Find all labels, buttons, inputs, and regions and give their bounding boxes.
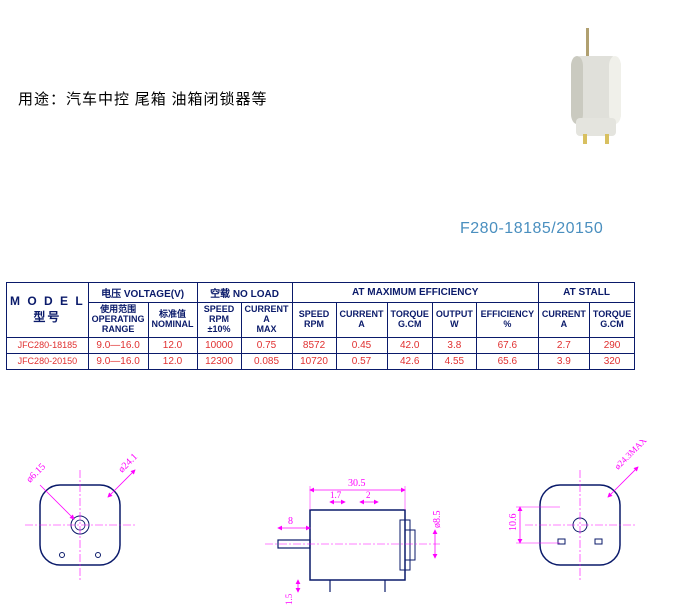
table-row: JFC280-18185 9.0—16.0 12.0 10000 0.75 85… — [7, 337, 635, 353]
col-me-output: OUTPUTW — [432, 303, 476, 338]
cell: 3.8 — [432, 337, 476, 353]
col-voltage-group: 电压 VOLTAGE(V) — [88, 283, 197, 303]
svg-text:1.7: 1.7 — [330, 490, 342, 500]
col-maxeff-group: AT MAXIMUM EFFICIENCY — [292, 283, 538, 303]
cell: 12.0 — [148, 337, 197, 353]
svg-text:8: 8 — [288, 516, 293, 527]
svg-text:2: 2 — [366, 490, 371, 500]
svg-text:30.5: 30.5 — [348, 478, 366, 489]
col-model: M O D E L型号 — [7, 283, 89, 338]
svg-text:ø6.15: ø6.15 — [24, 461, 48, 485]
col-me-eff: EFFICIENCY% — [476, 303, 538, 338]
cell: 0.75 — [241, 337, 292, 353]
cell: 42.0 — [387, 337, 432, 353]
cell: 42.6 — [387, 353, 432, 369]
cell: 67.6 — [476, 337, 538, 353]
cell: 9.0—16.0 — [88, 353, 148, 369]
motor-product-photo — [553, 28, 638, 153]
table-row: JFC280-20150 9.0—16.0 12.0 12300 0.085 1… — [7, 353, 635, 369]
col-me-speed: SPEEDRPM — [292, 303, 336, 338]
col-st-torque: TORQUEG.CM — [589, 303, 634, 338]
cell: 320 — [589, 353, 634, 369]
col-me-torque: TORQUEG.CM — [387, 303, 432, 338]
usage-description: 用途：汽车中控 尾箱 油箱闭锁器等 — [18, 88, 268, 109]
cell: 0.57 — [336, 353, 387, 369]
spec-table: M O D E L型号 电压 VOLTAGE(V) 空载 NO LOAD AT … — [6, 282, 635, 370]
engineering-diagrams: ø24.1 ø6.15 30.5 1.7 — [10, 440, 683, 610]
col-stall-group: AT STALL — [538, 283, 634, 303]
cell-model: JFC280-20150 — [7, 353, 89, 369]
cell: 9.0—16.0 — [88, 337, 148, 353]
col-nl-speed: SPEEDRPM±10% — [197, 303, 241, 338]
cell: 10000 — [197, 337, 241, 353]
svg-text:ø8.5: ø8.5 — [432, 511, 443, 529]
col-st-current: CURRENTA — [538, 303, 589, 338]
cell-model: JFC280-18185 — [7, 337, 89, 353]
cell: 12.0 — [148, 353, 197, 369]
svg-text:ø24.3MAX: ø24.3MAX — [612, 440, 649, 471]
svg-text:10.6: 10.6 — [508, 514, 519, 532]
model-number-label: F280-18185/20150 — [460, 220, 603, 238]
col-nl-current: CURRENTAMAX — [241, 303, 292, 338]
cell: 10720 — [292, 353, 336, 369]
cell: 290 — [589, 337, 634, 353]
cell: 8572 — [292, 337, 336, 353]
cell: 0.085 — [241, 353, 292, 369]
svg-text:ø24.1: ø24.1 — [116, 451, 140, 475]
col-oprange: 使用范围OPERATINGRANGE — [88, 303, 148, 338]
cell: 3.9 — [538, 353, 589, 369]
cell: 2.7 — [538, 337, 589, 353]
cell: 12300 — [197, 353, 241, 369]
cell: 65.6 — [476, 353, 538, 369]
svg-text:1.5: 1.5 — [284, 593, 294, 605]
col-me-current: CURRENTA — [336, 303, 387, 338]
cell: 0.45 — [336, 337, 387, 353]
cell: 4.55 — [432, 353, 476, 369]
col-noload-group: 空载 NO LOAD — [197, 283, 292, 303]
col-nominal: 标准值NOMINAL — [148, 303, 197, 338]
